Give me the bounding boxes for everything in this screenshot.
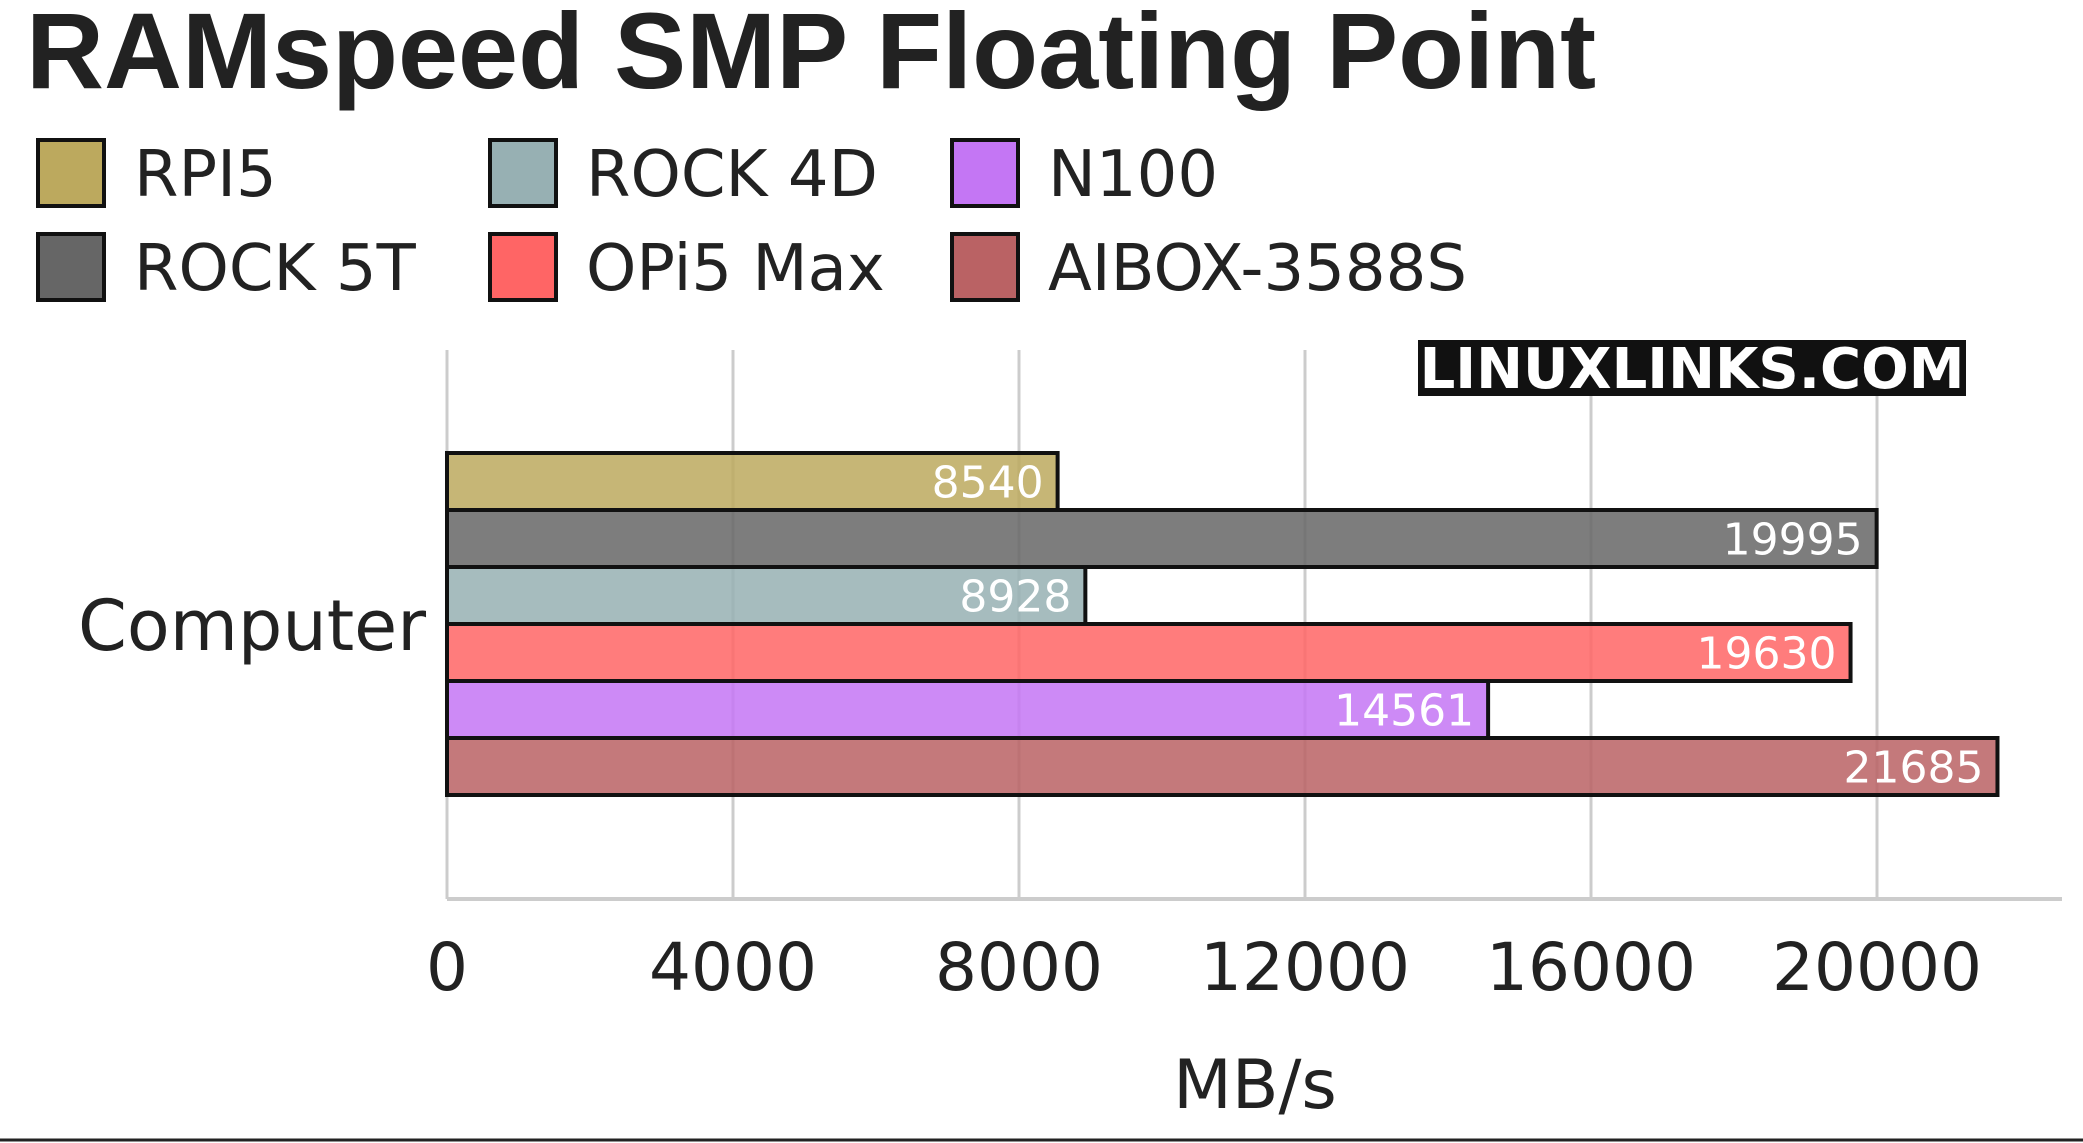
legend-label-aibox-3588s: AIBOX-3588S bbox=[1048, 232, 1467, 306]
legend-label-rock-5t: ROCK 5T bbox=[134, 232, 417, 306]
bar-rock-5t bbox=[445, 508, 1879, 569]
watermark: LINUXLINKS.COM bbox=[1418, 337, 1966, 402]
bar-opi5-max bbox=[445, 622, 1853, 683]
legend-swatch-rpi5 bbox=[36, 138, 106, 208]
bar-value-n100: 14561 bbox=[1334, 686, 1474, 737]
bar-value-rock-4d: 8928 bbox=[959, 572, 1071, 623]
legend-swatch-rock-5t bbox=[36, 232, 106, 302]
bar-value-rpi5: 8540 bbox=[932, 458, 1044, 509]
bar-aibox-3588s bbox=[445, 736, 2000, 797]
chart-title: RAMspeed SMP Floating Point bbox=[26, 0, 1596, 111]
category-label: Computer bbox=[78, 585, 426, 667]
legend-label-rock-4d: ROCK 4D bbox=[586, 138, 878, 212]
bar-value-aibox-3588s: 21685 bbox=[1843, 743, 1983, 794]
bar-value-opi5-max: 19630 bbox=[1697, 629, 1837, 680]
bar-rpi5 bbox=[445, 451, 1060, 512]
legend-label-n100: N100 bbox=[1048, 138, 1218, 212]
watermark-background bbox=[1418, 340, 1966, 396]
legend-swatch-n100 bbox=[950, 138, 1020, 208]
x-tick-label-20000: 20000 bbox=[1772, 929, 1982, 1006]
x-tick-label-4000: 4000 bbox=[649, 929, 817, 1006]
x-tick-label-8000: 8000 bbox=[935, 929, 1103, 1006]
legend-label-rpi5: RPI5 bbox=[134, 138, 277, 212]
bars: 8540 19995 8928 19630 14561 21685 bbox=[445, 451, 2000, 797]
watermark-text: LINUXLINKS.COM bbox=[1420, 337, 1965, 402]
x-axis-label: MB/s bbox=[1173, 1046, 1337, 1125]
bar-value-rock-5t: 19995 bbox=[1723, 515, 1863, 566]
x-tick-label-0: 0 bbox=[426, 929, 468, 1006]
x-tick-label-12000: 12000 bbox=[1200, 929, 1410, 1006]
legend-swatch-aibox-3588s bbox=[950, 232, 1020, 302]
legend-swatch-rock-4d bbox=[488, 138, 558, 208]
bar-n100 bbox=[445, 679, 1491, 740]
legend-swatch-opi5-max bbox=[488, 232, 558, 302]
legend: RPI5 ROCK 5T ROCK 4D OPi5 Max N100 AIBOX-3588… bbox=[36, 138, 1467, 306]
x-tick-label-16000: 16000 bbox=[1486, 929, 1696, 1006]
legend-label-opi5-max: OPi5 Max bbox=[586, 232, 885, 306]
x-axis-ticks: 0 4000 8000 12000 16000 20000 bbox=[426, 929, 1982, 1006]
